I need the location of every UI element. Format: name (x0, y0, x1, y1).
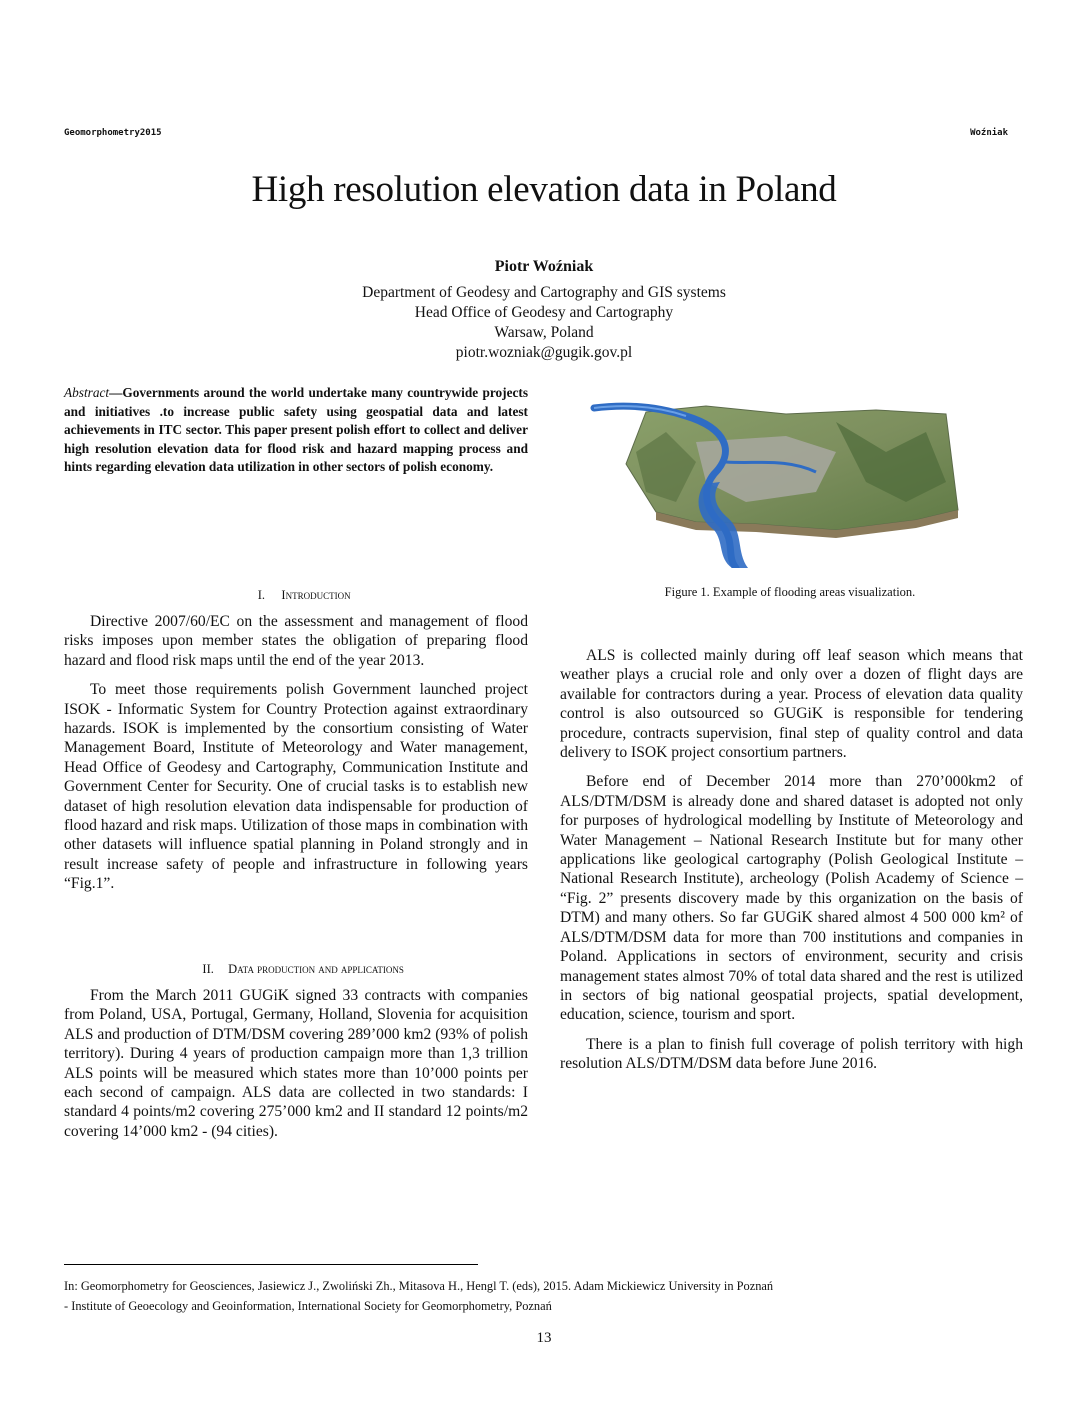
body-paragraph: From the March 2011 GUGiK signed 33 cont… (64, 987, 528, 1140)
body-paragraph: Directive 2007/60/EC on the assessment a… (64, 613, 528, 669)
paper-title: High resolution elevation data in Poland (251, 169, 837, 210)
urban-area (696, 436, 836, 502)
running-header-left: Geomorphometry2015 (64, 128, 162, 138)
body-paragraph: To meet those requirements polish Govern… (64, 681, 528, 893)
section-2-heading: II. Data production and applications (64, 962, 528, 977)
river-highlight (593, 405, 687, 417)
flood-area (698, 482, 748, 568)
section-2-body: From the March 2011 GUGiK signed 33 cont… (64, 986, 528, 1141)
footnote-line-1: In: Geomorphometry for Geosciences, Jasi… (64, 1279, 774, 1293)
section-1-number: I. (257, 588, 266, 602)
abstract: Abstract—Governments around the world un… (64, 384, 528, 477)
figure-1-image (586, 392, 964, 572)
section-1-body: Directive 2007/60/EC on the assessment a… (64, 612, 528, 894)
affiliation-office: Head Office of Geodesy and Cartography (414, 304, 674, 321)
body-paragraph: Before end of December 2014 more than 27… (560, 773, 1023, 1024)
tributary (725, 460, 817, 474)
author-email: piotr.wozniak@gugik.gov.pl (455, 344, 633, 361)
section-2-number: II. (202, 962, 214, 976)
affiliation-city: Warsaw, Poland (494, 324, 594, 341)
footnote-line-2: - Institute of Geoecology and Geoinforma… (64, 1299, 552, 1313)
body-paragraph: There is a plan to finish full coverage … (560, 1035, 1023, 1073)
figure-1-caption: Figure 1. Example of flooding areas visu… (664, 585, 916, 599)
running-header-right: Woźniak (970, 128, 1008, 138)
flood-terrain-visualization (590, 402, 959, 572)
body-paragraph: ALS is collected mainly during off leaf … (560, 647, 1023, 762)
abstract-text: —Governments around the world undertake … (64, 385, 528, 475)
right-column-body: ALS is collected mainly during off leaf … (560, 646, 1023, 1074)
abstract-label: Abstract (64, 385, 110, 400)
footnote-divider (64, 1264, 478, 1265)
author-name: Piotr Woźniak (494, 258, 594, 275)
section-1-title: Introduction (281, 588, 351, 602)
section-2-title: Data production and applications (228, 962, 404, 976)
section-1-heading: I. Introduction (64, 588, 528, 603)
ridge-shading-left (636, 432, 696, 502)
affiliation-department: Department of Geodesy and Cartography an… (362, 284, 726, 301)
footnote: In: Geomorphometry for Geosciences, Jasi… (64, 1276, 773, 1316)
page-number: 13 (536, 1330, 552, 1346)
ridge-shading (836, 422, 946, 502)
